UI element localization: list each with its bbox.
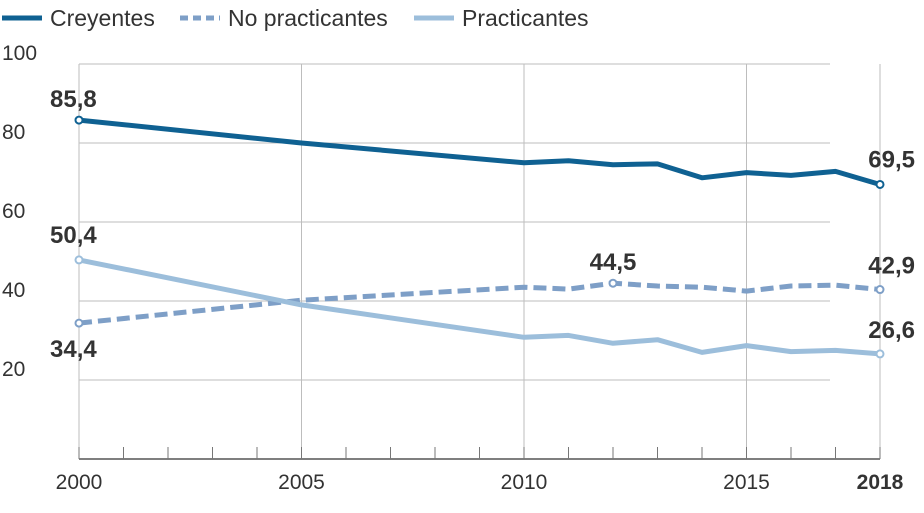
y-axis: 100 80 60 40 20	[2, 42, 37, 381]
data-point-marker	[608, 278, 618, 288]
data-point-marker	[74, 318, 84, 328]
gridlines	[78, 63, 881, 459]
series-lines	[78, 117, 881, 357]
legend-label-1: No practicantes	[228, 5, 388, 31]
data-point-marker	[875, 179, 885, 189]
x-tick-label: 2018	[857, 471, 904, 494]
data-label: 34,4	[50, 336, 97, 363]
data-label: 26,6	[868, 317, 915, 344]
series-line-2	[78, 257, 881, 357]
y-tick-label: 80	[2, 121, 25, 144]
data-point-marker	[74, 255, 84, 265]
legend-label-0: Creyentes	[50, 5, 155, 31]
data-labels: 85,8 69,5 44,5 34,4 42,9 50,4 26,6	[50, 86, 915, 363]
x-tick-label: 2000	[56, 471, 103, 494]
data-label: 42,9	[868, 253, 915, 280]
y-tick-label: 40	[2, 279, 25, 302]
x-axis: 2000 2005 2010 2015 2018	[56, 447, 904, 494]
y-tick-label: 100	[2, 42, 37, 65]
x-tick-label: 2015	[723, 471, 770, 494]
legend-label-2: Practicantes	[462, 5, 589, 31]
data-point-marker	[74, 115, 84, 125]
x-tick-label: 2005	[278, 471, 325, 494]
series-line-0	[78, 117, 881, 187]
data-label: 50,4	[50, 222, 97, 249]
legend: Creyentes No practicantes Practicantes	[2, 5, 589, 31]
data-label: 44,5	[590, 249, 637, 276]
data-point-marker	[875, 285, 885, 295]
y-tick-label: 60	[2, 200, 25, 223]
data-point-marker	[875, 349, 885, 359]
y-tick-label: 20	[2, 358, 25, 381]
data-label: 69,5	[868, 146, 915, 173]
end-markers	[74, 115, 885, 359]
series-line-1	[78, 280, 881, 326]
x-tick-label: 2010	[501, 471, 548, 494]
data-label: 85,8	[50, 86, 97, 113]
